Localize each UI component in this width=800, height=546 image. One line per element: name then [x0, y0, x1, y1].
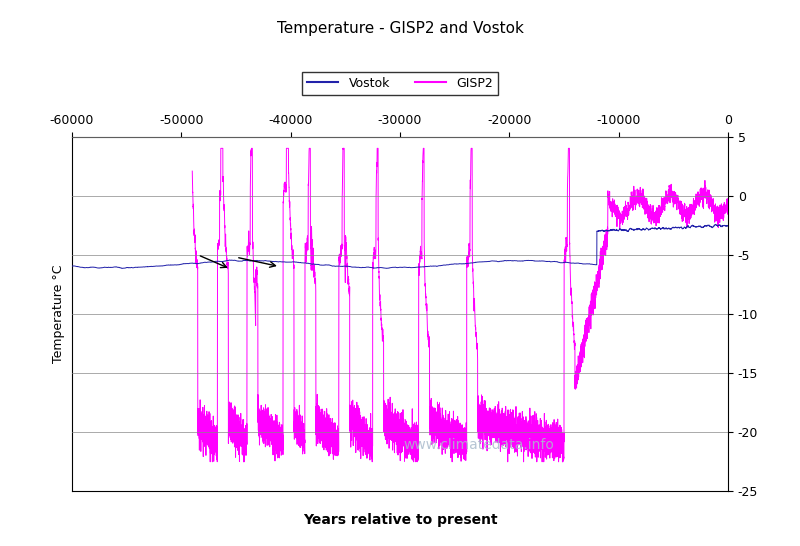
Text: www.climatedata.info: www.climatedata.info	[403, 438, 554, 452]
Text: Temperature - GISP2 and Vostok: Temperature - GISP2 and Vostok	[277, 21, 523, 35]
Legend: Vostok, GISP2: Vostok, GISP2	[302, 72, 498, 95]
Y-axis label: Temperature °C: Temperature °C	[52, 265, 65, 363]
Text: Years relative to present: Years relative to present	[302, 513, 498, 527]
